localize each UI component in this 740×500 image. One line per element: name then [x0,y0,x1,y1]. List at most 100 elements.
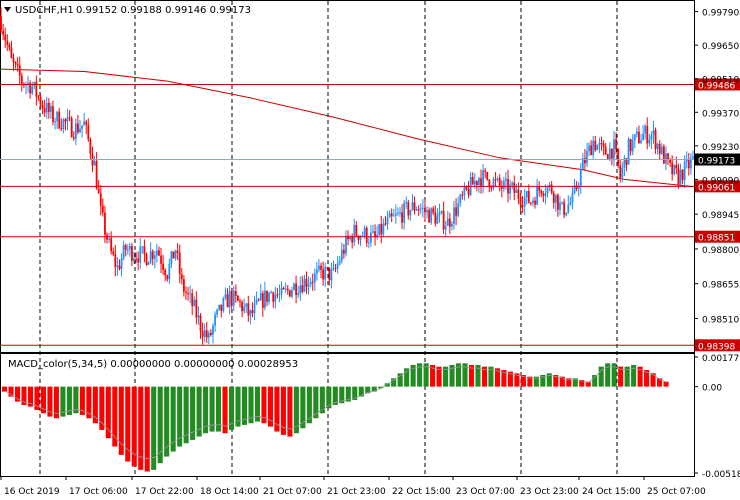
candle-body [355,224,358,236]
candle-body [540,190,543,194]
candle-body [164,269,167,276]
candle-body [160,255,162,264]
macd-bar [430,364,436,387]
candle-body [261,293,264,308]
candle-body [155,250,158,256]
macd-bar [125,386,131,462]
level-tag [695,230,740,243]
macd-bar [235,386,241,427]
candle-body [58,111,61,129]
candle-body [110,238,113,252]
macd-bar [352,386,358,400]
candle-body [322,269,325,280]
candle-body [104,212,106,235]
macd-bar [585,381,591,387]
candle-body [438,212,441,216]
macd-bar [572,378,578,387]
candle-body [529,202,532,204]
candle-body [399,212,401,214]
candle-body [70,118,73,138]
candle-body [288,290,291,297]
candle-body [178,252,181,275]
macd-bar [501,369,507,387]
horizontal-levels[interactable]: 0.99486 0.99061 0.98851 0.98398 0.99173 [0,78,740,352]
candle-body [214,314,216,326]
candle-body [484,170,487,172]
time-axis: 16 Oct 2019 17 Oct 06:00 17 Oct 22:00 18 Oc… [0,476,706,497]
candle-body [135,258,137,260]
macd-bar [157,386,163,464]
candle-body [463,186,466,196]
candle-body [45,102,48,113]
candle-body [592,140,595,156]
candle-body [147,262,150,265]
candle-body [315,269,318,274]
macd-bar [164,386,170,457]
candle-body [97,188,100,194]
price-label: 0.99370 [702,109,739,119]
candle-body [367,242,370,244]
candle-body [168,264,171,280]
candle-body [376,234,379,237]
candle-body [417,209,420,211]
macd-bar [86,386,92,419]
candle-body [226,294,229,308]
macd-bar [14,386,21,402]
candle-body [297,293,300,295]
candle-body [266,290,268,302]
candle-body [467,189,470,196]
macd-bar [241,386,248,425]
candle-body [74,123,77,139]
candle-body [604,146,607,155]
candle-body [584,158,586,164]
candle-body [324,267,327,280]
candle-body [550,184,553,193]
candle-body [388,213,391,218]
macd-bar [514,373,520,387]
time-label: 16 Oct 2019 [4,487,60,497]
time-label: 22 Oct 15:00 [392,487,451,497]
candle-body [380,224,383,235]
candle-body [18,65,21,76]
candle-body [328,267,331,281]
candle-body [193,299,196,307]
candle-body [635,131,638,135]
time-label: 17 Oct 22:00 [135,487,194,497]
macd-bar [507,371,513,387]
candle-body [608,148,611,160]
macd-bar [254,386,261,422]
macd-bar [449,364,455,387]
macd-bar [183,386,189,444]
candle-body [326,267,329,269]
candle-body [359,235,362,240]
candle-body [205,330,208,338]
current-price-label: 0.99173 [698,157,735,167]
macd-bar [313,386,319,419]
collapse-triangle-icon[interactable] [4,7,11,12]
macd-bar [138,386,144,470]
candle-body [471,177,474,185]
time-label: 18 Oct 14:00 [200,487,259,497]
candle-body [451,223,453,227]
candle-body [166,275,169,280]
candle-body [478,178,480,185]
candle-body [284,288,287,290]
candle-body [434,212,437,224]
macd-bar [99,386,105,430]
candle-body [602,143,605,147]
candle-body [650,135,653,140]
candle-body [648,139,651,144]
macd-bar [228,386,235,430]
macd-bar [339,386,345,404]
candle-body [303,278,306,292]
candle-body [189,293,192,295]
candle-body [590,145,593,156]
candle-body [571,192,574,203]
candle-body [33,81,36,86]
candle-body [394,213,397,216]
candle-body [596,145,599,151]
macd-bar [300,386,306,429]
candle-body [392,215,395,217]
